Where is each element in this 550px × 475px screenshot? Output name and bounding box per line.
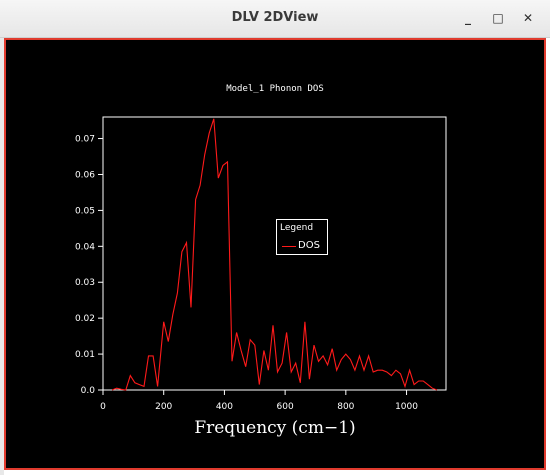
legend-entry-dos: DOS (298, 240, 320, 251)
window-titlebar[interactable]: DLV 2DView _ □ ✕ (0, 0, 550, 38)
series-line-dos (111, 118, 438, 391)
chart-title: Model_1 Phonon DOS (226, 84, 324, 94)
y-tick-label: 0.03 (75, 278, 95, 288)
y-tick-label: 0.04 (75, 242, 95, 252)
y-tick-label: 0.01 (75, 350, 95, 360)
legend-swatch (282, 246, 296, 247)
y-tick-label: 0.02 (75, 314, 95, 324)
x-axis-ticks: 0 200 400 600 800 1000 (100, 390, 418, 412)
close-button[interactable]: ✕ (522, 11, 534, 25)
x-axis-label: Frequency (cm−1) (194, 418, 356, 438)
y-tick-label: 0.06 (75, 170, 95, 180)
y-tick-label: 0.07 (75, 135, 95, 145)
x-tick-label: 1000 (395, 402, 418, 412)
maximize-button[interactable]: □ (492, 11, 504, 25)
plot-canvas (4, 38, 546, 470)
y-tick-label: 0.05 (75, 206, 95, 216)
window-title: DLV 2DView (231, 10, 319, 25)
x-tick-label: 400 (216, 402, 233, 412)
plot-frame (102, 116, 447, 391)
legend-title: Legend (280, 223, 314, 233)
y-tick-label: 0.0 (81, 386, 96, 396)
x-tick-label: 600 (277, 402, 294, 412)
background-window-edge (0, 38, 4, 475)
x-tick-label: 200 (155, 402, 172, 412)
legend-box: Legend DOS (276, 219, 328, 255)
minimize-button[interactable]: _ (465, 11, 471, 25)
x-tick-label: 800 (337, 402, 354, 412)
resize-handle[interactable] (542, 467, 550, 475)
x-tick-label: 0 (100, 402, 106, 412)
y-axis-ticks: 0.0 0.01 0.02 0.03 0.04 0.05 0.06 0.07 (75, 135, 103, 396)
